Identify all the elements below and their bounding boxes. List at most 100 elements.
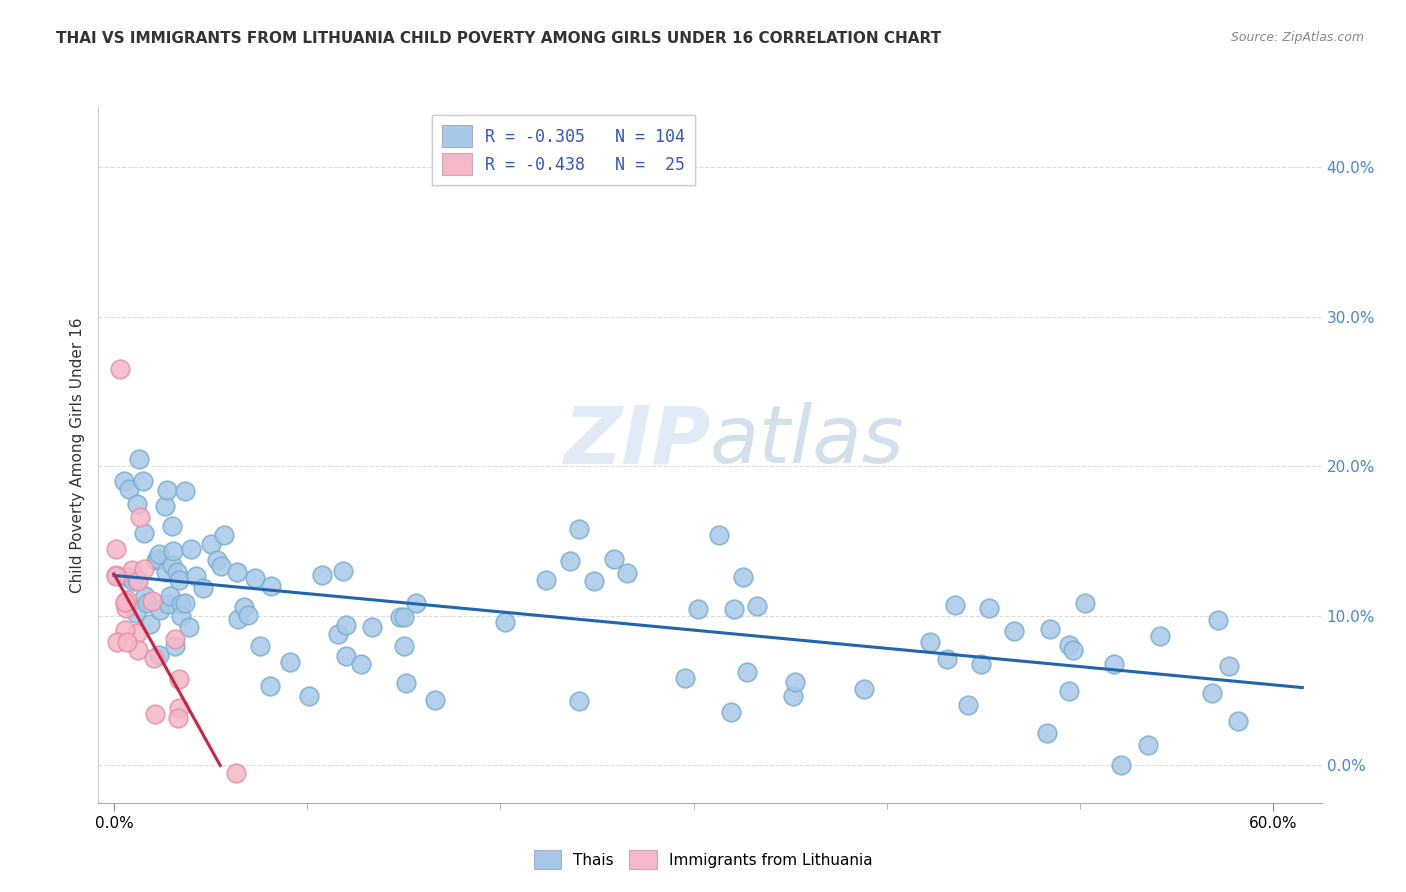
Point bbox=[673, 671, 696, 685]
Point bbox=[1227, 714, 1250, 728]
Point bbox=[536, 573, 558, 587]
Point bbox=[1109, 758, 1132, 772]
Point bbox=[134, 589, 156, 603]
Point bbox=[132, 562, 155, 576]
Point bbox=[121, 563, 143, 577]
Point bbox=[785, 675, 807, 690]
Point bbox=[423, 692, 446, 706]
Point bbox=[782, 689, 804, 703]
Point bbox=[129, 509, 152, 524]
Point bbox=[311, 568, 333, 582]
Point bbox=[1039, 622, 1062, 636]
Point bbox=[1002, 624, 1025, 638]
Point bbox=[568, 523, 591, 537]
Point bbox=[191, 581, 214, 595]
Point bbox=[145, 553, 167, 567]
Point bbox=[143, 707, 166, 722]
Point bbox=[167, 672, 190, 686]
Point bbox=[122, 574, 145, 589]
Point bbox=[180, 542, 202, 557]
Point bbox=[156, 483, 179, 498]
Point bbox=[1137, 738, 1160, 752]
Point bbox=[115, 593, 138, 607]
Point bbox=[361, 620, 384, 634]
Point bbox=[166, 711, 188, 725]
Point bbox=[170, 597, 193, 611]
Point bbox=[970, 657, 993, 672]
Point bbox=[177, 620, 200, 634]
Point bbox=[723, 602, 745, 616]
Point bbox=[583, 574, 606, 588]
Point bbox=[166, 565, 188, 579]
Point bbox=[745, 599, 768, 613]
Point bbox=[616, 566, 638, 580]
Point bbox=[236, 608, 259, 623]
Point bbox=[114, 601, 136, 615]
Point bbox=[207, 552, 229, 566]
Point bbox=[259, 679, 281, 693]
Point bbox=[1057, 639, 1080, 653]
Point bbox=[170, 608, 193, 623]
Point bbox=[132, 525, 155, 540]
Point bbox=[149, 602, 172, 616]
Point bbox=[125, 574, 148, 588]
Point bbox=[114, 595, 136, 609]
Point bbox=[389, 609, 412, 624]
Point bbox=[148, 547, 170, 561]
Point bbox=[174, 483, 197, 498]
Point bbox=[125, 626, 148, 640]
Y-axis label: Child Poverty Among Girls Under 16: Child Poverty Among Girls Under 16 bbox=[70, 318, 86, 592]
Point bbox=[733, 569, 755, 583]
Point bbox=[1201, 686, 1223, 700]
Point bbox=[155, 565, 177, 579]
Point bbox=[200, 536, 222, 550]
Point bbox=[350, 657, 373, 671]
Point bbox=[735, 665, 758, 679]
Point bbox=[720, 705, 742, 719]
Point bbox=[335, 648, 357, 663]
Point bbox=[132, 474, 155, 488]
Point bbox=[104, 568, 127, 582]
Legend: R = -0.305   N = 104, R = -0.438   N =  25: R = -0.305 N = 104, R = -0.438 N = 25 bbox=[432, 115, 695, 185]
Point bbox=[212, 528, 235, 542]
Point bbox=[707, 528, 730, 542]
Point bbox=[139, 617, 162, 632]
Point bbox=[298, 689, 321, 703]
Point bbox=[162, 544, 184, 558]
Point bbox=[494, 615, 516, 630]
Point bbox=[104, 569, 127, 583]
Point bbox=[405, 596, 427, 610]
Point bbox=[249, 639, 271, 653]
Point bbox=[169, 701, 191, 715]
Point bbox=[104, 541, 127, 556]
Text: THAI VS IMMIGRANTS FROM LITHUANIA CHILD POVERTY AMONG GIRLS UNDER 16 CORRELATION: THAI VS IMMIGRANTS FROM LITHUANIA CHILD … bbox=[56, 31, 942, 46]
Point bbox=[278, 655, 301, 669]
Point bbox=[117, 635, 139, 649]
Point bbox=[209, 559, 232, 574]
Point bbox=[260, 579, 283, 593]
Point bbox=[167, 574, 190, 588]
Point bbox=[114, 596, 136, 610]
Point bbox=[184, 569, 207, 583]
Point bbox=[143, 650, 166, 665]
Point bbox=[118, 482, 141, 496]
Point bbox=[160, 558, 183, 573]
Point bbox=[392, 639, 415, 653]
Point bbox=[225, 765, 247, 780]
Point bbox=[326, 627, 349, 641]
Point bbox=[156, 598, 179, 612]
Point bbox=[108, 362, 131, 376]
Point bbox=[935, 652, 957, 666]
Point bbox=[128, 452, 150, 467]
Point bbox=[127, 643, 149, 657]
Point bbox=[125, 497, 148, 511]
Point bbox=[1062, 643, 1084, 657]
Point bbox=[1206, 613, 1229, 627]
Point bbox=[174, 596, 197, 610]
Point bbox=[335, 618, 357, 632]
Point bbox=[332, 564, 354, 578]
Point bbox=[1057, 683, 1080, 698]
Point bbox=[560, 554, 582, 568]
Point bbox=[392, 610, 415, 624]
Point bbox=[225, 565, 247, 579]
